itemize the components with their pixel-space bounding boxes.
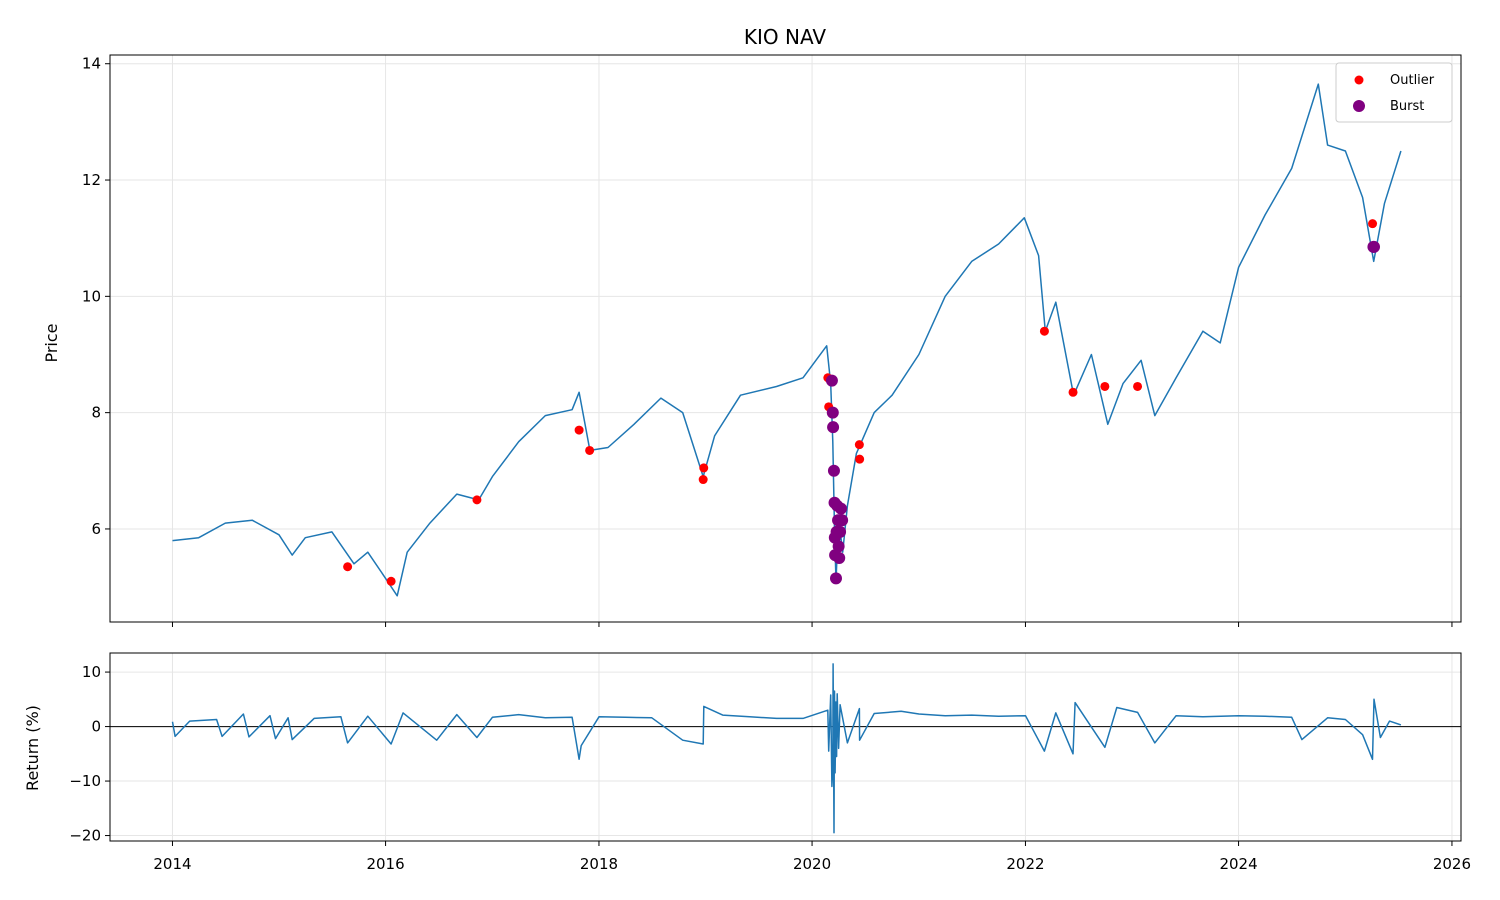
nav-price-line bbox=[172, 83, 1402, 597]
outlier-point bbox=[1133, 381, 1143, 391]
y-tick-label: 0 bbox=[91, 718, 101, 736]
burst-point bbox=[834, 502, 847, 515]
y-tick-label: −20 bbox=[69, 827, 101, 845]
y-tick-label: 10 bbox=[82, 287, 101, 305]
burst-point bbox=[1368, 240, 1381, 253]
outlier-point bbox=[343, 562, 353, 572]
outlier-point bbox=[386, 576, 396, 586]
burst-point bbox=[836, 514, 849, 527]
price-axis-title: Price bbox=[42, 323, 61, 362]
outlier-point bbox=[1039, 326, 1049, 336]
y-tick-label: 6 bbox=[91, 520, 101, 538]
y-tick-label: 8 bbox=[91, 404, 101, 422]
y-tick-label: 14 bbox=[82, 55, 101, 73]
legend-outlier-marker bbox=[1354, 75, 1364, 85]
legend-burst-marker bbox=[1353, 100, 1365, 112]
outlier-point bbox=[1068, 387, 1078, 397]
burst-point bbox=[827, 421, 840, 434]
outlier-point bbox=[574, 425, 584, 435]
plot-frame bbox=[109, 652, 1462, 842]
plot-frame bbox=[109, 54, 1462, 623]
price-plot: 6 8 10 12 14 bbox=[82, 54, 1462, 627]
outlier-point bbox=[855, 454, 865, 464]
daily-return-line bbox=[171, 663, 1402, 834]
x-tick-label: 2024 bbox=[1219, 855, 1257, 873]
burst-point bbox=[826, 406, 839, 419]
burst-point bbox=[825, 374, 838, 387]
outlier-point bbox=[854, 440, 864, 450]
legend-outlier-label: Outlier bbox=[1390, 73, 1435, 88]
burst-point bbox=[830, 572, 843, 585]
y-tick-label: 12 bbox=[82, 171, 101, 189]
outlier-point bbox=[1100, 381, 1110, 391]
legend: Outlier Burst bbox=[1335, 62, 1453, 123]
x-tick-label: 2018 bbox=[580, 855, 618, 873]
x-tick-label: 2014 bbox=[153, 855, 191, 873]
outlier-point bbox=[585, 445, 595, 455]
outlier-point bbox=[698, 475, 708, 485]
outlier-point bbox=[699, 463, 709, 473]
x-tick-label: 2020 bbox=[793, 855, 831, 873]
burst-point bbox=[827, 464, 840, 477]
y-tick-label: 10 bbox=[82, 663, 101, 681]
chart-title: KIO NAV bbox=[744, 25, 826, 49]
x-tick-label: 2022 bbox=[1006, 855, 1044, 873]
x-tick-label: 2016 bbox=[366, 855, 404, 873]
burst-point bbox=[833, 552, 846, 565]
return-plot: −20 −10 0 10 2014 2016 2018 2020 2022 2024 2026 bbox=[69, 652, 1471, 873]
x-tick-label: 2026 bbox=[1433, 855, 1471, 873]
y-tick-label: −10 bbox=[69, 772, 101, 790]
burst-point bbox=[832, 540, 845, 553]
outlier-point bbox=[1368, 219, 1378, 229]
outlier-point bbox=[472, 495, 482, 505]
burst-point bbox=[834, 525, 847, 538]
legend-burst-label: Burst bbox=[1390, 99, 1424, 114]
return-axis-title: Return (%) bbox=[23, 705, 42, 791]
